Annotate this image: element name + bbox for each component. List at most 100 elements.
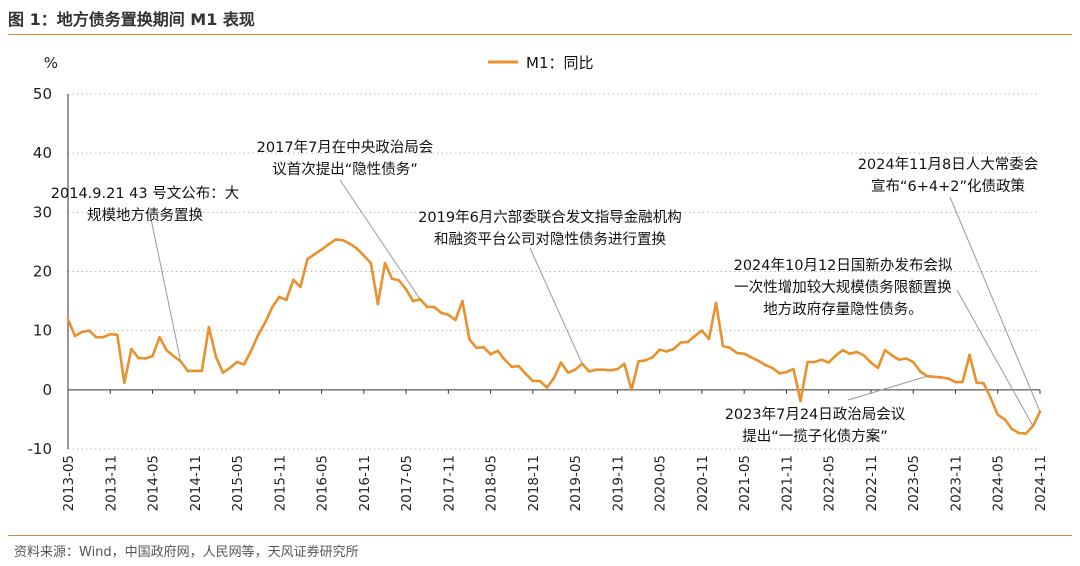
data-point — [848, 352, 852, 356]
data-point — [890, 354, 894, 357]
data-point — [130, 347, 133, 351]
data-point — [658, 348, 661, 351]
data-point — [756, 359, 760, 363]
data-point — [524, 372, 528, 376]
data-point — [376, 302, 380, 306]
data-point — [1003, 418, 1007, 421]
annotation-leader-line — [847, 375, 928, 401]
data-point — [320, 248, 323, 251]
data-point — [637, 360, 640, 363]
x-tick-label: 2023-11 — [948, 455, 964, 511]
y-axis: 50 40 30 20 10 0 -10% — [28, 54, 69, 458]
data-point — [165, 348, 168, 352]
data-point — [397, 279, 401, 282]
data-point — [862, 354, 866, 357]
data-point — [918, 370, 922, 373]
data-point — [968, 353, 971, 357]
data-point — [728, 346, 732, 350]
data-point — [742, 352, 746, 356]
y-unit-label: % — [44, 54, 58, 72]
y-tick-label: 10 — [33, 322, 52, 340]
grid-lines — [68, 93, 1040, 450]
annotation-text-a5: 2024年10月12日国新办发布会拟 — [734, 257, 953, 274]
x-tick-label: 2018-11 — [526, 455, 542, 511]
data-point — [158, 335, 161, 339]
data-point — [327, 242, 330, 246]
x-tick-label: 2023-05 — [906, 455, 922, 511]
data-point — [911, 360, 915, 364]
data-point — [982, 382, 985, 385]
annotation-text-a1: 2014.9.21 43 号文公布：大 — [51, 185, 239, 202]
data-point — [341, 238, 344, 242]
data-point — [1017, 431, 1021, 435]
annotation-text-a4: 2024年11月8日人大常委会 — [858, 156, 1039, 173]
data-point — [214, 355, 218, 359]
data-point — [630, 388, 633, 392]
data-point — [101, 335, 105, 339]
data-point — [665, 350, 668, 353]
data-point — [123, 381, 126, 385]
data-point — [764, 363, 767, 367]
data-point — [249, 349, 253, 353]
data-point — [73, 334, 77, 338]
x-tick-label: 2017-05 — [399, 455, 415, 511]
data-point — [538, 379, 542, 383]
annotation-leader-line — [949, 196, 1041, 412]
x-tick-label: 2013-05 — [61, 455, 77, 511]
data-point — [292, 278, 295, 282]
data-point — [531, 379, 535, 383]
data-point — [447, 313, 450, 316]
data-point — [869, 361, 873, 364]
data-point — [334, 238, 337, 241]
data-point — [355, 247, 359, 250]
annotation-text-a3: 和融资平台公司对隐性债务进行置换 — [434, 231, 666, 248]
data-point — [172, 354, 175, 358]
data-point — [799, 399, 802, 403]
data-point — [602, 368, 605, 372]
data-point — [116, 333, 119, 337]
data-point — [285, 298, 288, 302]
data-point — [489, 353, 492, 356]
annotation-text-a2: 议首次提出“隐性债务” — [272, 161, 418, 178]
annotation-text-a6: 提出“一揽子化债方案” — [742, 427, 888, 445]
x-tick-label: 2021-11 — [779, 455, 795, 511]
data-point — [369, 261, 373, 265]
data-point — [644, 358, 647, 362]
data-point — [299, 285, 302, 289]
data-point — [221, 371, 225, 374]
annotation-text-a2: 2017年7月在中央政治局会 — [257, 139, 434, 156]
data-point — [947, 377, 950, 380]
data-point — [594, 368, 598, 372]
annotation-text-a5: 地方政府存量隐性债务。 — [763, 301, 923, 318]
data-point — [510, 365, 514, 369]
data-point — [933, 375, 936, 379]
data-point — [228, 366, 232, 370]
data-point — [278, 295, 281, 299]
data-point — [876, 366, 880, 370]
x-tick-label: 2021-05 — [737, 455, 753, 511]
footer-rule — [8, 535, 1072, 536]
data-point — [482, 345, 485, 349]
data-point — [496, 349, 499, 353]
data-point — [679, 341, 683, 344]
data-point — [771, 366, 774, 370]
x-tick-label: 2020-11 — [695, 455, 711, 511]
data-point — [573, 368, 577, 372]
annotation-text-a5: 一次性增加较大规模债务限额置换 — [734, 278, 952, 296]
data-point — [975, 381, 978, 385]
data-point — [270, 305, 274, 309]
data-point — [778, 371, 781, 375]
data-point — [785, 370, 788, 374]
source-note: 资料来源：Wind，中国政府网，人民网等，天风证券研究所 — [14, 545, 359, 560]
legend-label: M1：同比 — [526, 54, 594, 72]
data-point — [362, 254, 366, 257]
x-tick-label: 2014-05 — [146, 455, 162, 511]
x-tick-label: 2018-05 — [484, 455, 500, 511]
x-tick-label: 2016-05 — [315, 455, 331, 511]
data-point — [855, 350, 859, 354]
data-point — [348, 242, 352, 245]
data-point — [686, 340, 690, 344]
x-tick-label: 2019-11 — [610, 455, 626, 511]
annotation-leader-line — [149, 213, 182, 362]
